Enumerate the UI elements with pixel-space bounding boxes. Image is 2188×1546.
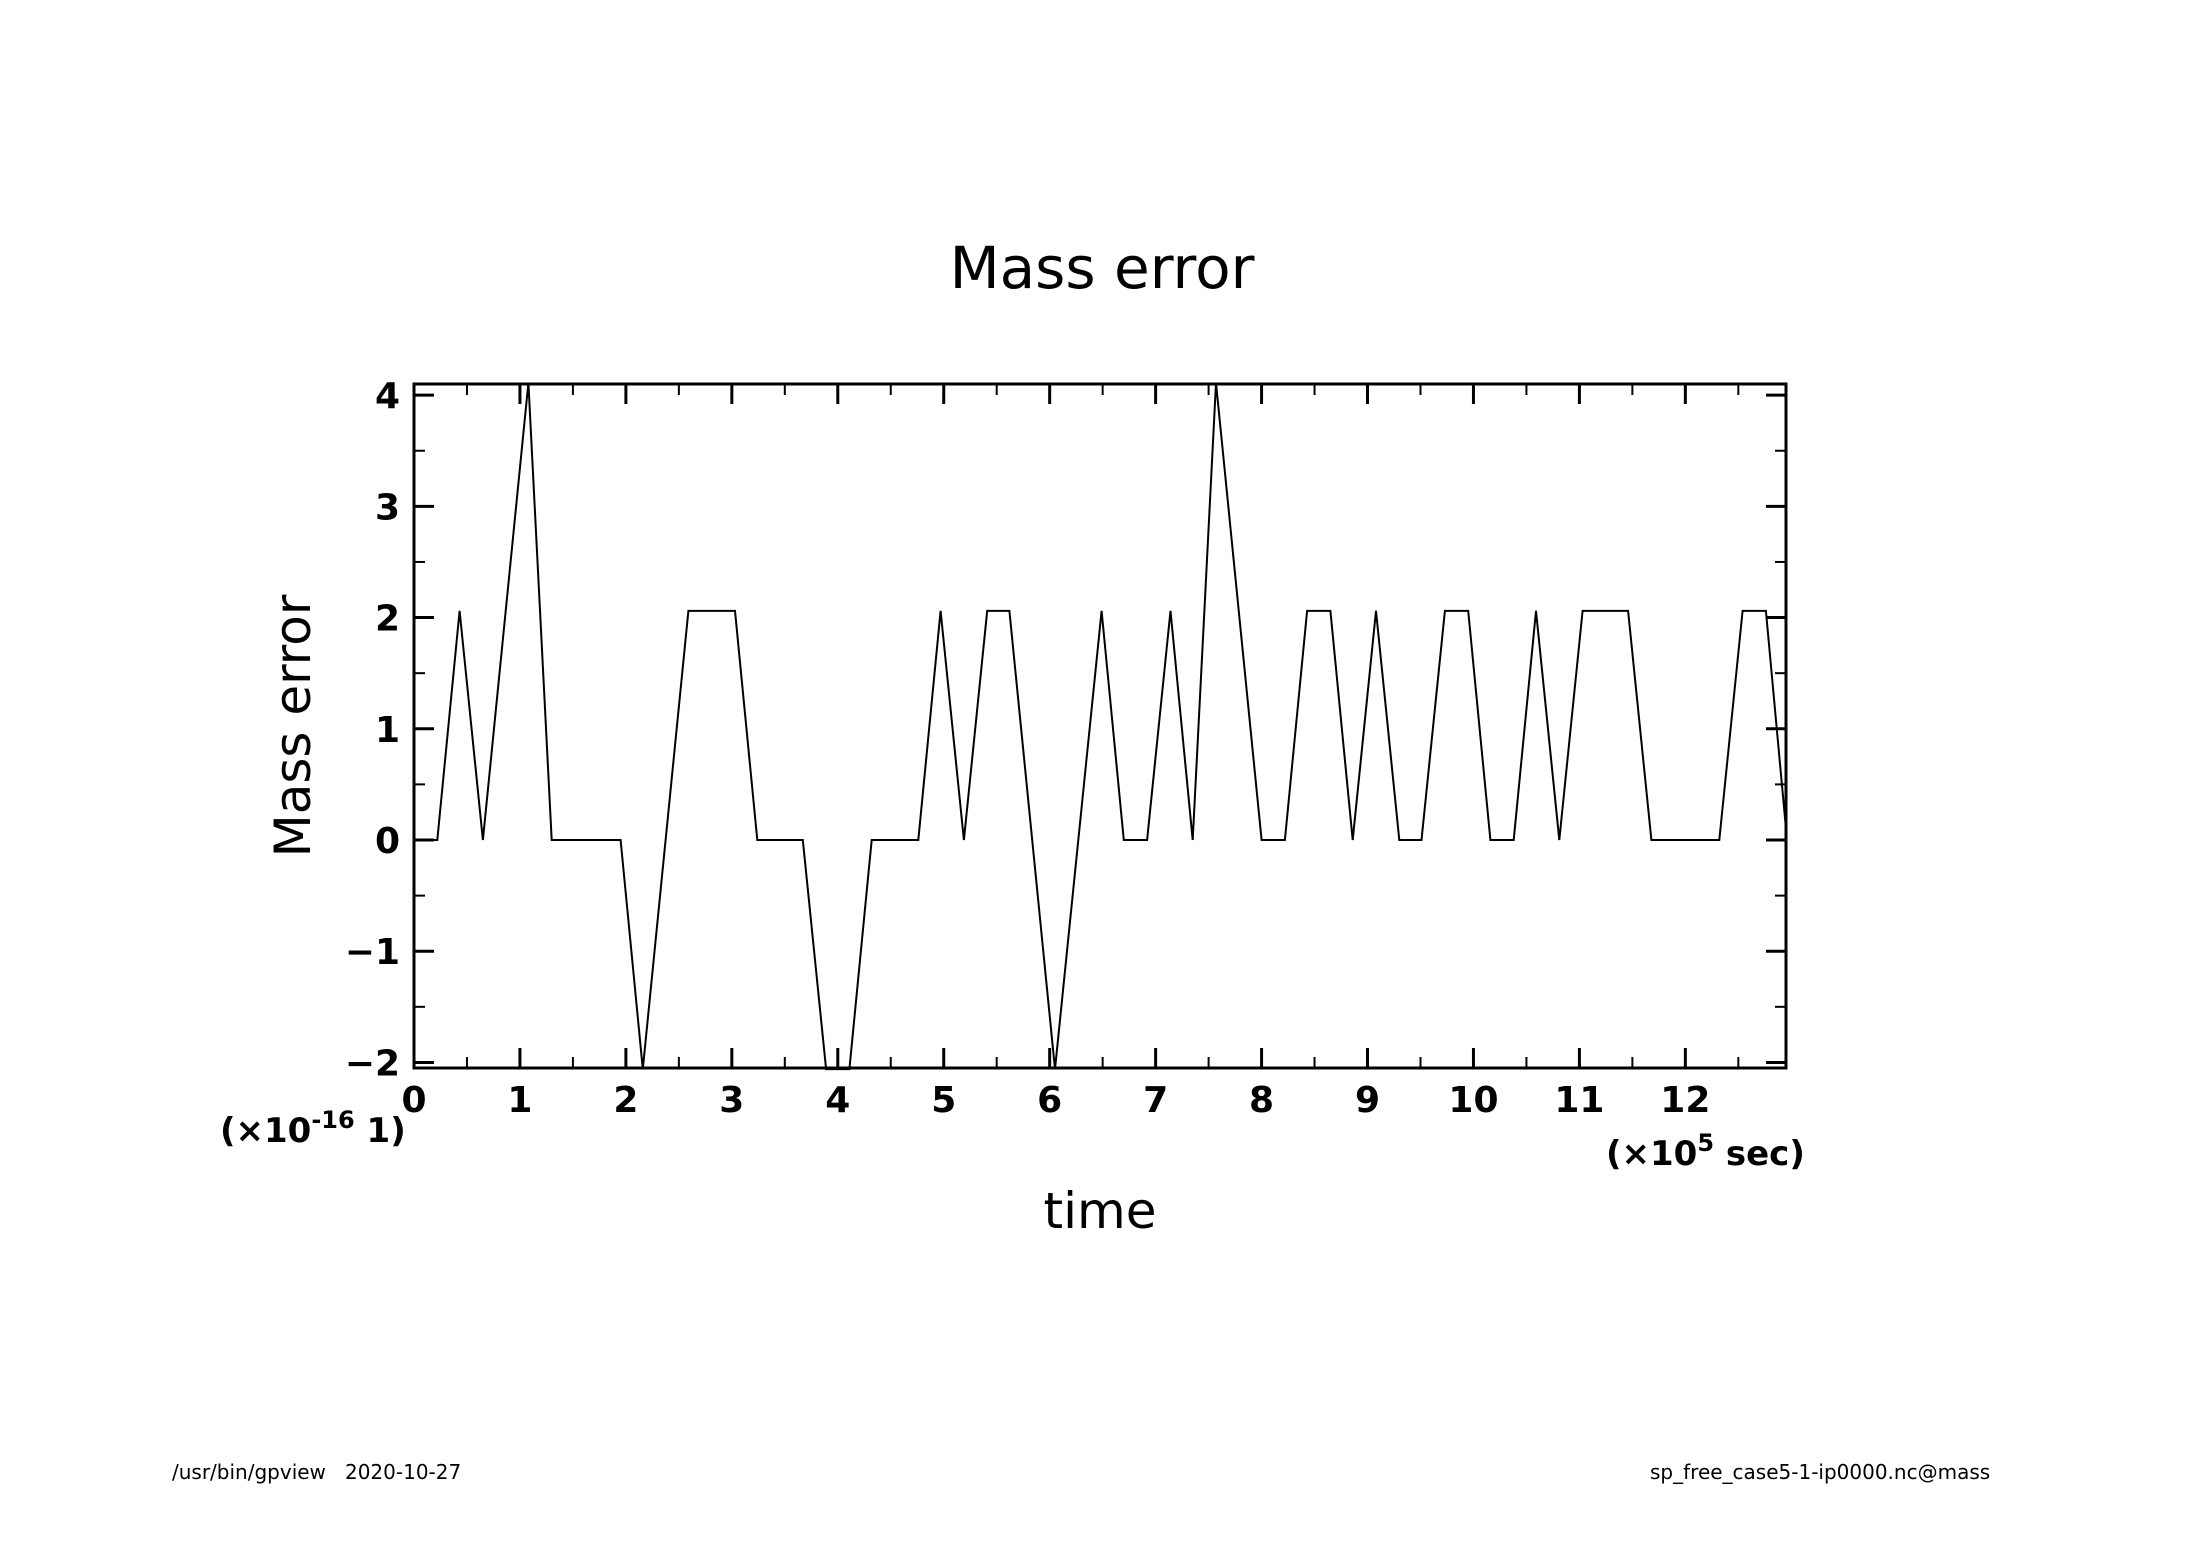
y-tick-label: −1 <box>345 932 400 973</box>
x-tick-label: 11 <box>1554 1080 1604 1121</box>
footer-program: /usr/bin/gpview <box>172 1460 326 1484</box>
plot-frame <box>412 382 1788 1070</box>
y-tick-label: 0 <box>375 821 400 862</box>
y-tick-label: 3 <box>375 487 400 528</box>
x-tick-label: 12 <box>1660 1080 1710 1121</box>
x-tick-label: 4 <box>825 1080 850 1121</box>
y-axis-ticks <box>414 393 1786 1064</box>
y-scale-exponent: -16 <box>311 1106 354 1134</box>
x-scale-prefix: (×10 <box>1606 1134 1697 1174</box>
footer-left: /usr/bin/gpview 2020-10-27 <box>172 1460 461 1484</box>
x-tick-label: 7 <box>1143 1080 1168 1121</box>
x-tick-label: 0 <box>401 1080 426 1121</box>
y-axis-label: Mass error <box>264 594 322 857</box>
y-scale-prefix: (×10 <box>220 1111 311 1151</box>
y-scale-suffix: 1) <box>355 1111 406 1151</box>
y-tick-label: 2 <box>375 599 400 640</box>
x-axis-label: time <box>1044 1182 1157 1240</box>
chart-title: Mass error <box>950 234 1255 302</box>
x-axis-ticks <box>412 384 1740 1068</box>
y-tick-label: 4 <box>375 376 400 417</box>
footer-date: 2020-10-27 <box>344 1460 462 1484</box>
y-scale-label: (×10-16 1) <box>220 1106 406 1151</box>
x-tick-label: 9 <box>1355 1080 1380 1121</box>
x-scale-exponent: 5 <box>1697 1129 1714 1157</box>
x-tick-label: 5 <box>931 1080 956 1121</box>
x-axis-tick-labels: 0 1 2 3 4 5 6 7 8 9 10 11 12 <box>401 1080 1710 1121</box>
x-scale-suffix: sec) <box>1714 1134 1805 1174</box>
x-tick-label: 10 <box>1448 1080 1498 1121</box>
y-tick-label: −2 <box>345 1043 400 1084</box>
x-tick-label: 2 <box>613 1080 638 1121</box>
x-scale-label: (×105 sec) <box>1606 1129 1805 1174</box>
x-tick-label: 1 <box>507 1080 532 1121</box>
series-line <box>414 382 1787 1071</box>
x-tick-label: 6 <box>1037 1080 1062 1121</box>
y-tick-label: 1 <box>375 710 400 751</box>
footer-right: sp_free_case5-1-ip0000.nc@mass <box>1650 1460 1991 1484</box>
y-axis-tick-labels: 4 3 2 1 0 −1 −2 <box>345 376 400 1084</box>
x-tick-label: 3 <box>719 1080 744 1121</box>
x-tick-label: 8 <box>1249 1080 1274 1121</box>
